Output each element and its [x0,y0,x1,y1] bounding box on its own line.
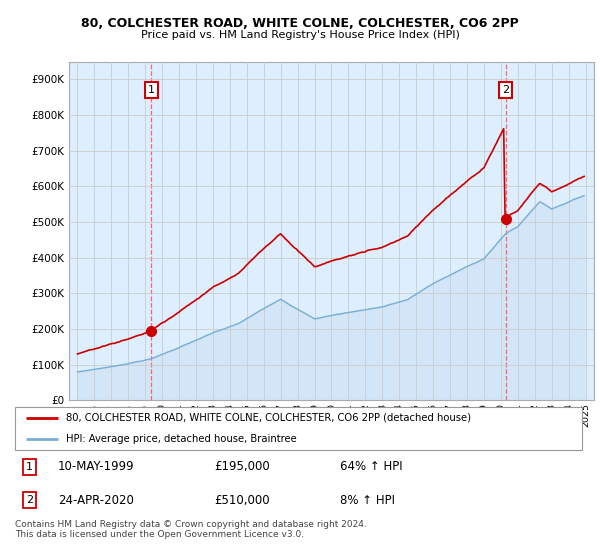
FancyBboxPatch shape [15,407,582,450]
Text: £510,000: £510,000 [215,493,270,507]
Text: 2: 2 [502,85,509,95]
Text: 1: 1 [26,462,33,472]
Text: 2: 2 [26,495,33,505]
Text: Contains HM Land Registry data © Crown copyright and database right 2024.
This d: Contains HM Land Registry data © Crown c… [15,520,367,539]
Text: HPI: Average price, detached house, Braintree: HPI: Average price, detached house, Brai… [66,434,297,444]
Text: £195,000: £195,000 [215,460,270,473]
Text: 64% ↑ HPI: 64% ↑ HPI [340,460,403,473]
Text: 80, COLCHESTER ROAD, WHITE COLNE, COLCHESTER, CO6 2PP (detached house): 80, COLCHESTER ROAD, WHITE COLNE, COLCHE… [66,413,472,423]
Text: 1: 1 [148,85,155,95]
Text: 80, COLCHESTER ROAD, WHITE COLNE, COLCHESTER, CO6 2PP: 80, COLCHESTER ROAD, WHITE COLNE, COLCHE… [81,17,519,30]
Text: 8% ↑ HPI: 8% ↑ HPI [340,493,395,507]
Text: Price paid vs. HM Land Registry's House Price Index (HPI): Price paid vs. HM Land Registry's House … [140,30,460,40]
Text: 10-MAY-1999: 10-MAY-1999 [58,460,134,473]
Text: 24-APR-2020: 24-APR-2020 [58,493,134,507]
